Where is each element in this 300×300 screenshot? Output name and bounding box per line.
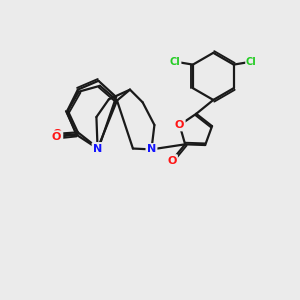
Text: O: O: [52, 129, 62, 139]
Text: N: N: [94, 143, 103, 154]
Text: N: N: [93, 143, 102, 154]
Text: Cl: Cl: [246, 57, 257, 67]
Text: O: O: [52, 132, 61, 142]
Text: Cl: Cl: [170, 57, 181, 67]
Text: N: N: [147, 144, 156, 154]
Text: O: O: [175, 120, 184, 130]
Text: O: O: [167, 155, 177, 166]
